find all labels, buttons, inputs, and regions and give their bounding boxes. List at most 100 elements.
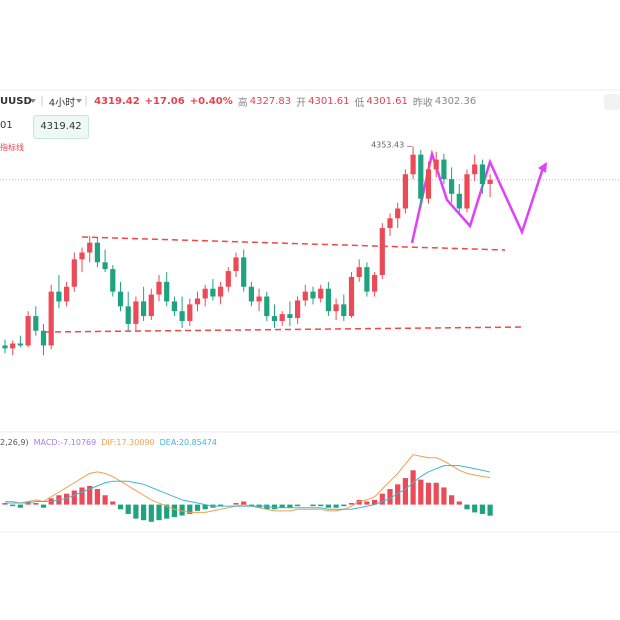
symbol[interactable]: UUSD <box>0 95 32 107</box>
macd-bar <box>348 503 355 505</box>
candle-body <box>464 174 470 209</box>
candle-body <box>79 252 85 260</box>
macd-bar <box>372 499 378 505</box>
candle-body <box>279 314 285 321</box>
macd-bar <box>71 490 77 505</box>
macd-bar <box>117 504 124 510</box>
macd-bar <box>87 485 93 505</box>
macd-bar <box>402 478 408 505</box>
candle-body <box>187 304 193 321</box>
candle-body <box>271 316 278 321</box>
macd-bar <box>387 489 393 505</box>
candle-body <box>341 304 347 317</box>
candle-body <box>295 300 301 319</box>
macd-legend: MACD:-7.10769 <box>34 438 97 447</box>
macd-bar <box>379 493 385 505</box>
macd-bar <box>433 482 439 505</box>
candle-body <box>487 179 493 185</box>
candle-body <box>333 304 339 312</box>
macd-bar <box>33 503 39 505</box>
macd-bar <box>456 501 462 505</box>
candle-body <box>179 311 185 321</box>
candle-body <box>348 276 355 317</box>
macd-bar <box>125 504 131 514</box>
candle-body <box>241 257 247 287</box>
projection-arrow <box>538 162 547 173</box>
macd-bar <box>425 482 432 505</box>
macd-bar <box>187 504 193 514</box>
macd-bar <box>17 504 23 508</box>
candle-body <box>402 174 408 209</box>
open-label: 开 <box>296 97 307 109</box>
candle-body <box>433 159 439 170</box>
macd-bar <box>295 504 301 507</box>
macd-legend: DEA:20.85474 <box>160 438 217 447</box>
candle-body <box>133 301 139 324</box>
candle-body <box>110 269 116 292</box>
candle-body <box>425 169 432 199</box>
macd-bar <box>333 504 339 508</box>
candle-body <box>156 281 162 295</box>
macd-bar <box>310 504 316 507</box>
candle-body <box>449 179 455 194</box>
macd-bar <box>418 479 424 505</box>
candle-body <box>194 298 201 305</box>
macd-legend: DIF:17.30090 <box>101 438 154 447</box>
macd-bar <box>479 504 485 514</box>
macd-bar <box>148 504 154 522</box>
macd-bar <box>102 495 108 505</box>
candle-body <box>40 330 47 346</box>
candle-body <box>102 262 108 270</box>
candle-body <box>372 275 378 292</box>
candle-body <box>318 288 324 299</box>
prev-label: 昨收 <box>412 97 433 109</box>
candle-body <box>364 267 370 292</box>
macd-bar <box>40 504 47 508</box>
macd-bar <box>487 504 493 516</box>
candle-body <box>56 291 62 302</box>
macd-bar <box>133 504 139 519</box>
open: 4301.61 <box>308 95 350 107</box>
candle-body <box>456 193 462 209</box>
macd-bar <box>325 504 331 508</box>
candle-body <box>310 291 316 299</box>
macd-bar <box>264 504 270 510</box>
indicator-label[interactable]: 指标线 <box>0 143 24 152</box>
macd-bar <box>202 504 208 510</box>
candle-body <box>33 316 39 331</box>
candle-body <box>264 296 270 317</box>
candle-body <box>17 343 23 346</box>
change: +17.06 <box>144 95 185 107</box>
price: 4319.42 <box>94 95 140 107</box>
macd-bar <box>356 499 362 505</box>
dropdown-arrow[interactable] <box>30 99 82 103</box>
candle-body <box>225 271 231 287</box>
macd-bar <box>279 504 285 508</box>
timeframe[interactable]: 4小时 <box>48 97 76 109</box>
candle-body <box>379 228 385 275</box>
macd-bar <box>287 504 293 508</box>
candle-body <box>218 286 224 297</box>
macd-bar <box>179 504 185 516</box>
macd-bar <box>233 503 239 505</box>
candle-body <box>125 306 131 324</box>
macd-bar <box>218 504 224 507</box>
toolbar-button[interactable] <box>604 94 620 110</box>
macd-bar <box>241 501 247 505</box>
input-text[interactable]: 01 <box>0 120 13 131</box>
candle-body <box>71 259 77 287</box>
candle-body <box>171 301 177 312</box>
candle-body <box>94 242 100 263</box>
candle-body <box>48 291 54 346</box>
candle-body <box>210 288 216 297</box>
macd-bar <box>79 487 85 505</box>
price-box[interactable]: 4319.42 <box>33 115 89 139</box>
low: 4301.61 <box>366 95 408 107</box>
candle-body <box>25 316 31 346</box>
candle-body <box>248 286 254 302</box>
projection-path <box>410 149 545 244</box>
low-label: 低 <box>354 97 365 109</box>
macd-bar <box>110 501 116 505</box>
macd-bar <box>194 504 201 511</box>
